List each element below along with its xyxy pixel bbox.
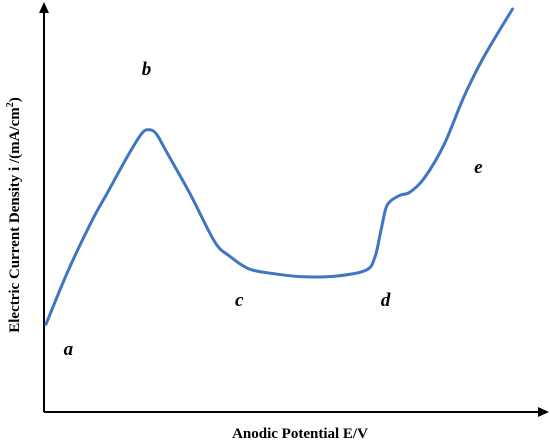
y-axis-title-end: )	[7, 97, 23, 102]
annotation-layer: a b c d e	[64, 59, 483, 360]
y-axis-title-main: Electric Current Density i /(mA/cm	[7, 107, 23, 333]
x-axis-arrow	[538, 407, 549, 417]
point-label-a: a	[64, 339, 74, 360]
polarization-curve-line	[44, 7, 514, 326]
point-label-d: d	[381, 290, 391, 311]
point-label-e: e	[474, 157, 483, 178]
point-label-c: c	[235, 290, 244, 311]
x-axis-title: Anodic Potential E/V	[232, 426, 368, 442]
y-axis-arrow	[39, 2, 49, 13]
y-axis-title: Electric Current Density i /(mA/cm2)	[5, 97, 23, 333]
y-axis-title-superscript: 2	[5, 102, 16, 107]
point-label-b: b	[142, 59, 152, 80]
series-layer	[44, 7, 514, 326]
axes	[39, 2, 549, 417]
